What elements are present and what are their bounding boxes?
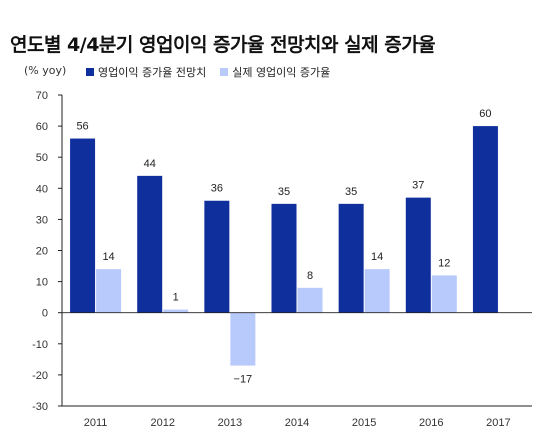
x-tick-label: 2014 — [285, 417, 309, 429]
y-tick-label: 0 — [42, 308, 48, 320]
x-tick-label: 2017 — [486, 417, 510, 429]
data-label-actual-2014: 8 — [307, 270, 313, 282]
y-tick-label: 50 — [36, 152, 48, 164]
bar-forecast-2012 — [137, 175, 163, 313]
data-label-forecast-2011: 56 — [76, 121, 88, 133]
x-tick-label: 2015 — [352, 417, 376, 429]
data-label-forecast-2013: 36 — [211, 183, 223, 195]
bar-forecast-2016 — [405, 197, 431, 313]
y-tick-label: -10 — [32, 339, 48, 351]
data-label-forecast-2016: 37 — [412, 180, 424, 192]
y-tick-label: 20 — [36, 246, 48, 258]
data-label-forecast-2017: 60 — [479, 108, 491, 120]
chart-title: 연도별 4/4분기 영업이익 증가율 전망치와 실제 증가율 — [10, 34, 436, 56]
bar-forecast-2015 — [338, 203, 364, 313]
y-tick-label: 10 — [36, 277, 48, 289]
data-label-actual-2015: 14 — [371, 251, 383, 263]
y-tick-label: 40 — [36, 183, 48, 195]
bar-actual-2012 — [163, 309, 189, 313]
bar-forecast-2013 — [204, 200, 230, 313]
data-label-actual-2011: 14 — [102, 251, 114, 263]
legend: 영업이익 증가율 전망치 실제 영업이익 증가율 — [86, 64, 344, 80]
data-label-actual-2012: 1 — [173, 292, 179, 304]
x-tick-label: 2012 — [150, 417, 174, 429]
bar-actual-2011 — [96, 269, 122, 313]
y-tick-label: -20 — [32, 370, 48, 382]
legend-item-forecast: 영업이익 증가율 전망치 — [86, 64, 206, 80]
y-tick-label: 60 — [36, 121, 48, 133]
bar-actual-2016 — [431, 275, 457, 313]
legend-swatch-actual — [220, 68, 229, 76]
data-label-forecast-2015: 35 — [345, 186, 357, 198]
bar-actual-2015 — [364, 269, 390, 313]
legend-item-actual: 실제 영업이익 증가율 — [220, 64, 330, 80]
y-unit-label: (% yoy) — [24, 64, 67, 77]
data-label-forecast-2014: 35 — [278, 186, 290, 198]
bar-forecast-2014 — [271, 203, 297, 313]
data-label-actual-2016: 12 — [438, 257, 450, 269]
bar-forecast-2011 — [70, 138, 96, 313]
data-label-actual-2013: −17 — [234, 374, 253, 386]
bar-forecast-2017 — [472, 126, 498, 313]
y-tick-label: 70 — [36, 90, 48, 102]
bar-actual-2013 — [230, 312, 256, 366]
y-tick-label: -30 — [32, 401, 48, 413]
x-tick-label: 2013 — [218, 417, 242, 429]
x-tick-label: 2016 — [419, 417, 443, 429]
legend-label-forecast: 영업이익 증가율 전망치 — [98, 66, 207, 79]
x-tick-label: 2011 — [84, 417, 108, 429]
y-tick-label: 30 — [36, 214, 48, 226]
legend-label-actual: 실제 영업이익 증가율 — [232, 66, 331, 79]
legend-swatch-forecast — [86, 68, 94, 76]
data-label-forecast-2012: 44 — [144, 158, 156, 170]
bar-actual-2014 — [297, 287, 323, 313]
